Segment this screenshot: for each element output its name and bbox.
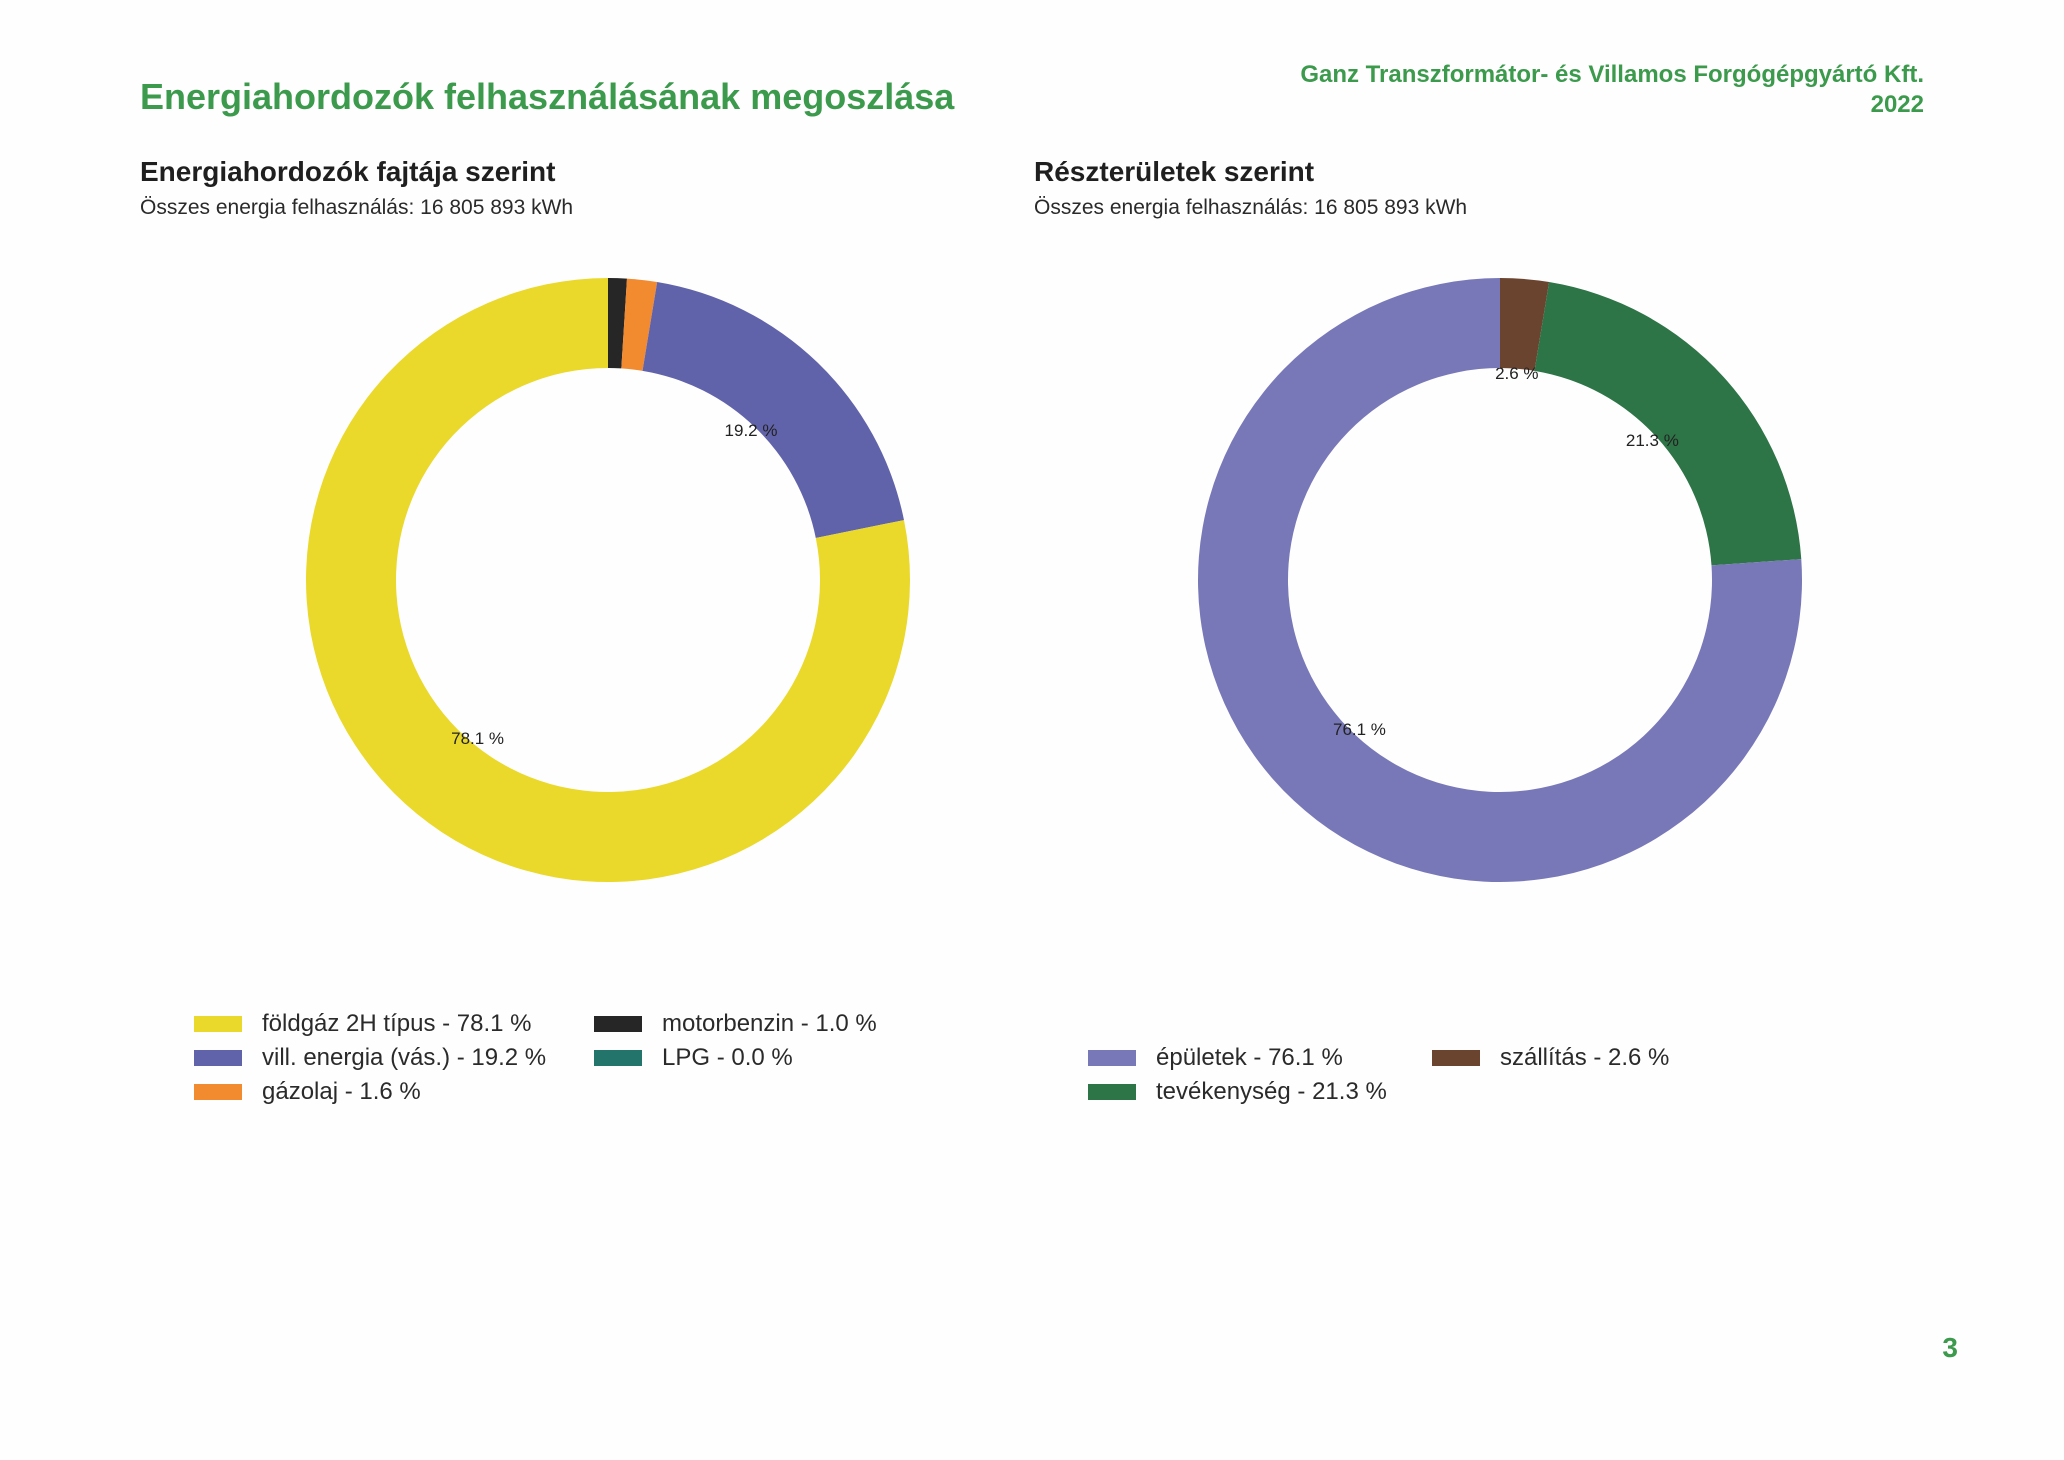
legend-swatch [194,1084,242,1100]
legend-label: épületek - 76.1 % [1156,1044,1343,1071]
slice-data-label: 2.6 % [1495,364,1538,383]
company-name: Ganz Transzformátor- és Villamos Forgógé… [1300,61,1924,88]
legend-item-motorbenzin: motorbenzin - 1.0 % [594,1010,877,1038]
chart1-subtitle: Összes energia felhasználás: 16 805 893 … [140,196,574,219]
donut-slice-épületek [1197,278,1802,882]
legend-item-szallitas: szállítás - 2.6 % [1432,1044,1669,1072]
slice-data-label: 78.1 % [451,729,504,748]
legend-item-lpg: LPG - 0.0 % [594,1044,793,1072]
legend-label: tevékenység - 21.3 % [1156,1078,1387,1105]
legend-label: gázolaj - 1.6 % [262,1078,421,1105]
slice-data-label: 76.1 % [1333,720,1386,739]
legend-swatch [594,1016,642,1032]
donut-slice-szállítás [1500,278,1550,371]
donut-chart-subarea: 2.6 % 21.3 % 76.1 % [1197,278,1802,882]
chart2-title: Részterületek szerint [1034,156,1315,187]
legend-label: földgáz 2H típus - 78.1 % [262,1010,532,1037]
legend-label: szállítás - 2.6 % [1500,1044,1670,1071]
legend-swatch [194,1050,242,1066]
legend-swatch [1088,1050,1136,1066]
legend-label: vill. energia (vás.) - 19.2 % [262,1044,547,1071]
legend-item-foldgaz: földgáz 2H típus - 78.1 % [194,1010,531,1038]
legend-swatch [1088,1084,1136,1100]
legend-item-epuletek: épületek - 76.1 % [1088,1044,1343,1072]
donut-slice-földgáz-2h-típus [305,278,911,883]
company-header: Ganz Transzformátor- és Villamos Forgógé… [1300,60,1924,120]
donut-chart-fuel-type: 19.2 % 78.1 % [305,278,911,883]
slice-data-label: 19.2 % [725,421,778,440]
donut-slice-motorbenzin [608,278,627,369]
legend-label: LPG - 0.0 % [662,1044,793,1071]
donut-slice-gázolaj [621,278,658,371]
chart2-subtitle: Összes energia felhasználás: 16 805 893 … [1034,196,1468,219]
legend-swatch [594,1050,642,1066]
report-year: 2022 [1870,91,1924,118]
page-number: 3 [1942,1332,1958,1363]
chart1-title: Energiahordozók fajtája szerint [140,156,556,187]
slice-data-label: 21.3 % [1626,431,1679,450]
legend-swatch [1432,1050,1480,1066]
donut-slice-vill-energia-vás- [642,282,904,538]
legend-item-tevekenyseg: tevékenység - 21.3 % [1088,1078,1387,1106]
legend-item-gazolaj: gázolaj - 1.6 % [194,1078,421,1106]
legend-item-vill-energia: vill. energia (vás.) - 19.2 % [194,1044,546,1072]
legend-label: motorbenzin - 1.0 % [662,1010,877,1037]
donut-slice-tevékenység [1534,282,1802,566]
page-title: Energiahordozók felhasználásának megoszl… [140,76,955,117]
legend-swatch [194,1016,242,1032]
